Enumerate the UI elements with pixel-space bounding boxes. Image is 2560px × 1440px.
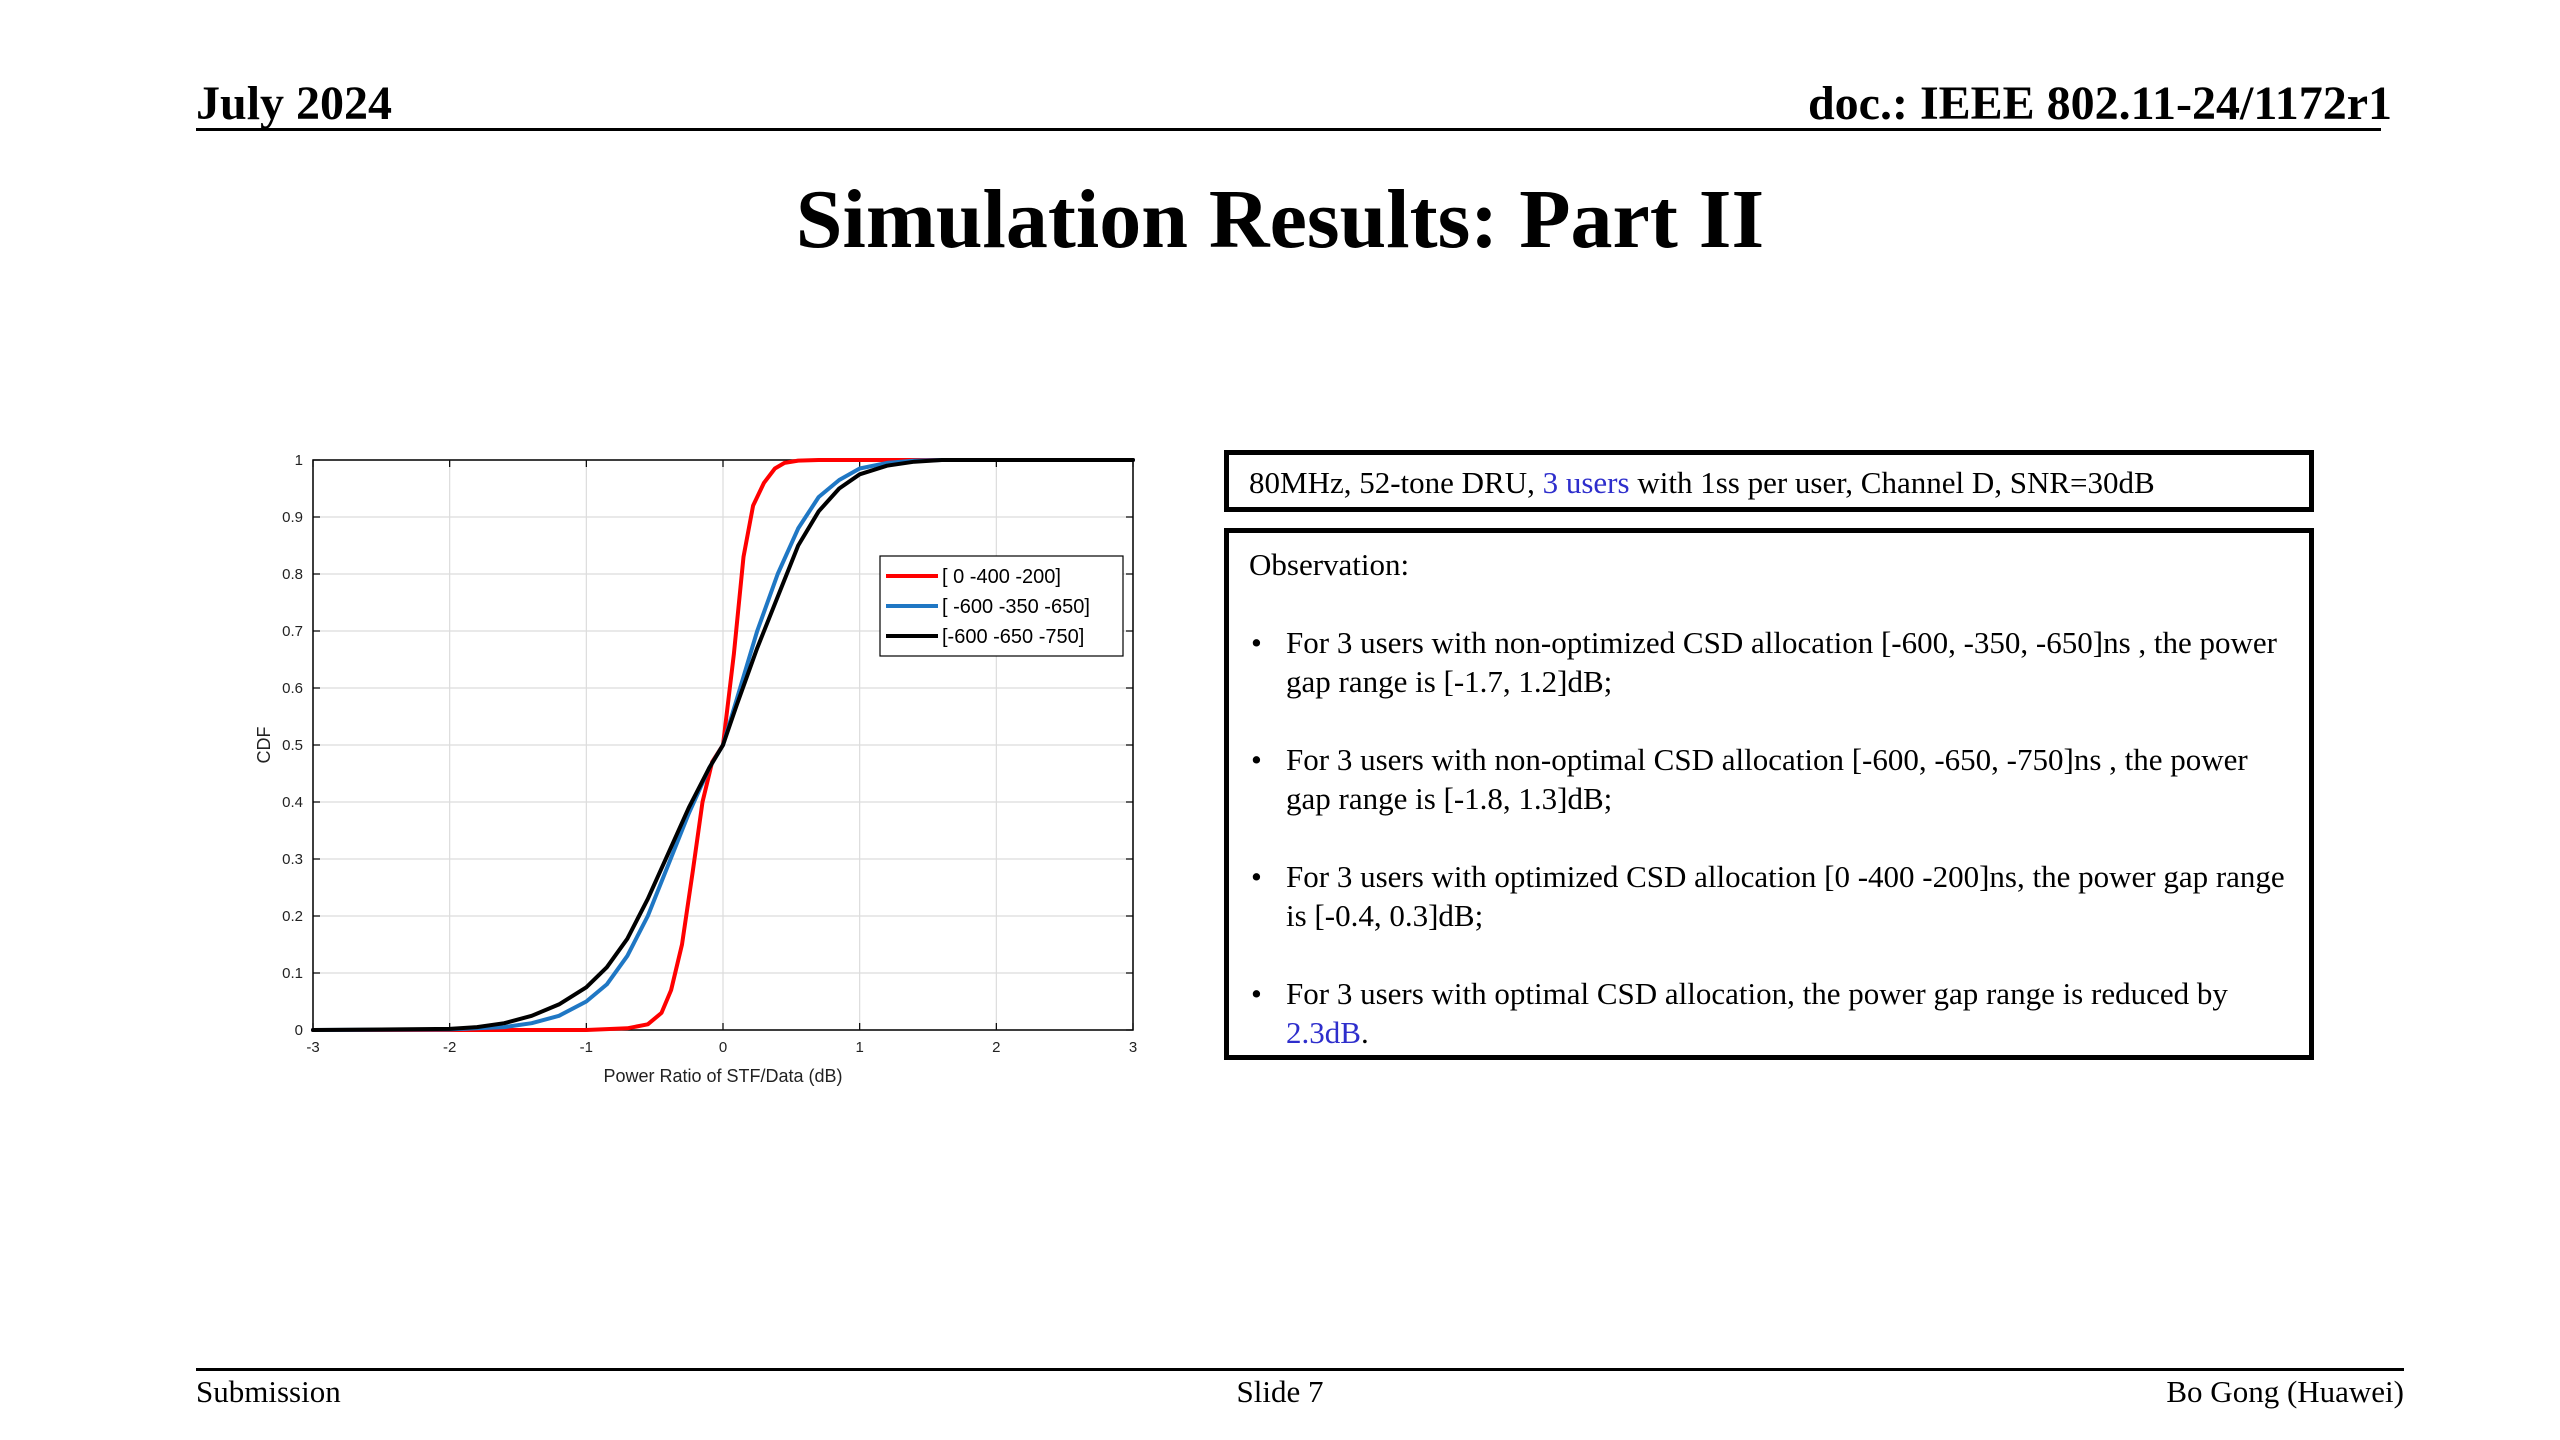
legend-label: [ 0 -400 -200] [942, 566, 1061, 588]
x-tick-label: 2 [992, 1039, 1000, 1056]
config-prefix: 80MHz, 52-tone DRU, [1249, 465, 1543, 500]
y-tick-label: 0.8 [282, 566, 303, 583]
plot-frame [312, 459, 1134, 1031]
observation-item: • For 3 users with non-optimized CSD allo… [1249, 623, 2289, 701]
series-line [311, 458, 1135, 1032]
y-tick-label: 0.2 [282, 908, 303, 925]
x-tick-label: 1 [855, 1039, 863, 1056]
config-highlight: 3 users [1542, 465, 1630, 500]
y-tick-label: 0.1 [282, 965, 303, 982]
y-tick-label: 0.9 [282, 509, 303, 526]
bullet-icon: • [1251, 742, 1262, 777]
bullet-icon: • [1251, 859, 1262, 894]
y-tick-label: 0 [295, 1022, 303, 1039]
x-axis-label: Power Ratio of STF/Data (dB) [603, 1066, 842, 1086]
x-tick-label: 3 [1129, 1039, 1137, 1056]
observation-text: For 3 users with non-optimal CSD allocat… [1286, 742, 2248, 816]
slide-title: Simulation Results: Part II [795, 173, 1765, 266]
config-suffix: with 1ss per user, Channel D, SNR=30dB [1629, 465, 2155, 500]
y-tick-label: 1 [295, 452, 303, 469]
observation-title: Observation: [1249, 547, 1410, 582]
observation-text: For 3 users with non-optimized CSD alloc… [1286, 625, 2277, 699]
cdf-chart: -3 -2 -1 0 1 2 3 0 0.1 0.2 0.3 0.4 0.5 0.6 0.7 0.8 0.9 1 P… [240, 440, 1160, 1100]
observation-highlight: 2.3dB [1286, 1015, 1361, 1050]
legend-label: [ -600 -350 -650] [942, 596, 1090, 618]
observation-box: Observation: • For 3 users with non-optim… [1224, 528, 2314, 1060]
config-box: 80MHz, 52-tone DRU, 3 users with 1ss per… [1224, 450, 2314, 512]
legend-label: [-600 -650 -750] [942, 626, 1084, 648]
footer-rule [196, 1368, 2404, 1371]
header-date: July 2024 [196, 77, 393, 130]
y-tick-label: 0.4 [282, 794, 303, 811]
cdf-chart-svg: -3 -2 -1 0 1 2 300.10.20.30.40.50.60.70.80.91P… [254, 452, 1137, 1086]
y-axis-label: CDF [254, 727, 274, 764]
x-tick-label: 0 [719, 1039, 727, 1056]
x-tick-label: -1 [580, 1039, 593, 1056]
bullet-icon: • [1251, 976, 1262, 1011]
bullet-icon: • [1251, 625, 1262, 660]
footer-author: Bo Gong (Huawei) [2166, 1374, 2404, 1409]
x-tick-label: -3 [306, 1039, 319, 1056]
observation-text: For 3 users with optimized CSD allocatio… [1286, 859, 2285, 933]
y-tick-label: 0.3 [282, 851, 303, 868]
observation-item: • For 3 users with non-optimal CSD alloca… [1249, 740, 2289, 818]
y-tick-label: 0.6 [282, 680, 303, 697]
footer-submission: Submission [196, 1374, 341, 1409]
header-rule [196, 128, 2381, 131]
observation-text: For 3 users with optimal CSD allocation,… [1286, 976, 2228, 1011]
footer-slide-number: Slide 7 [1236, 1374, 1324, 1409]
observation-item: • For 3 users with optimal CSD allocation… [1249, 974, 2289, 1052]
observation-list: • For 3 users with non-optimized CSD allo… [1249, 623, 2289, 1052]
observation-item: • For 3 users with optimized CSD allocati… [1249, 857, 2289, 935]
observation-end: . [1360, 1015, 1369, 1050]
header-doc-id: doc.: IEEE 802.11-24/1172r1 [1807, 77, 2392, 130]
x-tick-label: -2 [443, 1039, 456, 1056]
y-tick-label: 0.5 [282, 737, 303, 754]
y-tick-label: 0.7 [282, 623, 303, 640]
